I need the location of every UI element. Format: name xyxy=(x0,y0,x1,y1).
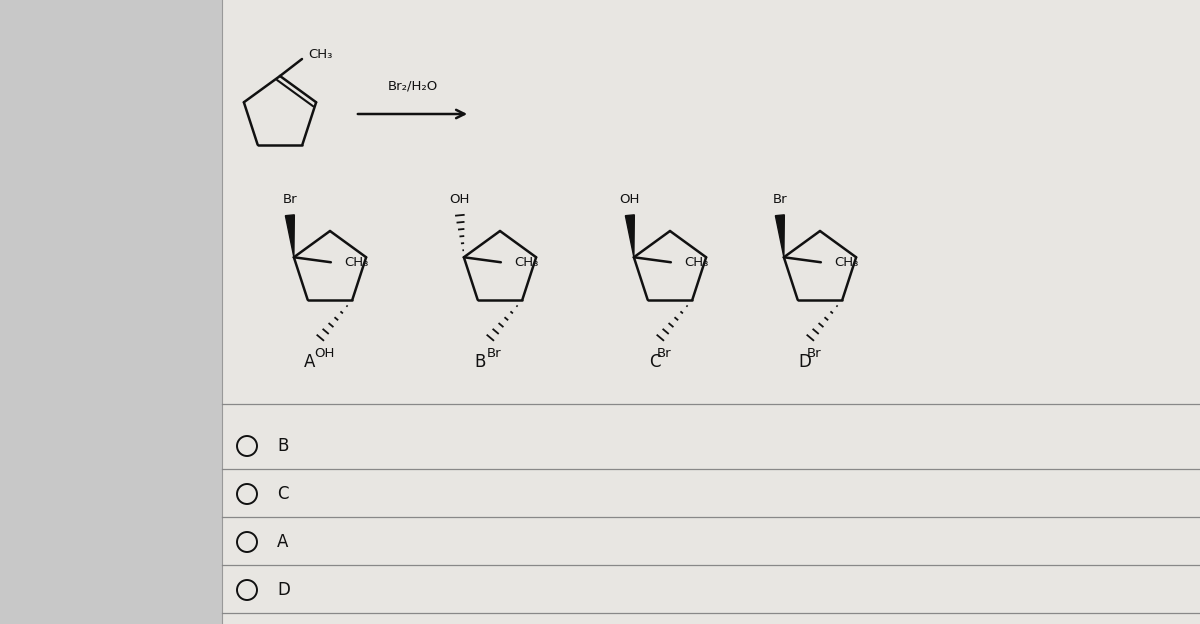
Text: C: C xyxy=(277,485,288,503)
Text: Br: Br xyxy=(282,193,298,206)
Text: D: D xyxy=(277,581,290,599)
Text: C: C xyxy=(649,353,661,371)
Bar xyxy=(0,0,222,624)
Text: CH₃: CH₃ xyxy=(344,256,370,269)
Text: OH: OH xyxy=(450,193,470,206)
Text: B: B xyxy=(474,353,486,371)
Text: Br: Br xyxy=(773,193,787,206)
Text: CH₃: CH₃ xyxy=(515,256,539,269)
Text: A: A xyxy=(305,353,316,371)
Text: Br: Br xyxy=(808,347,822,360)
Polygon shape xyxy=(775,215,785,257)
Text: Br₂/H₂O: Br₂/H₂O xyxy=(388,79,438,92)
Text: Br: Br xyxy=(487,347,502,360)
Text: A: A xyxy=(277,533,288,551)
Polygon shape xyxy=(286,215,294,257)
Text: CH₃: CH₃ xyxy=(685,256,709,269)
Polygon shape xyxy=(625,215,635,257)
Text: CH₃: CH₃ xyxy=(308,47,332,61)
Text: OH: OH xyxy=(314,347,335,360)
Text: B: B xyxy=(277,437,288,455)
Text: D: D xyxy=(798,353,811,371)
Text: Br: Br xyxy=(658,347,672,360)
Text: OH: OH xyxy=(619,193,640,206)
Text: CH₃: CH₃ xyxy=(835,256,859,269)
